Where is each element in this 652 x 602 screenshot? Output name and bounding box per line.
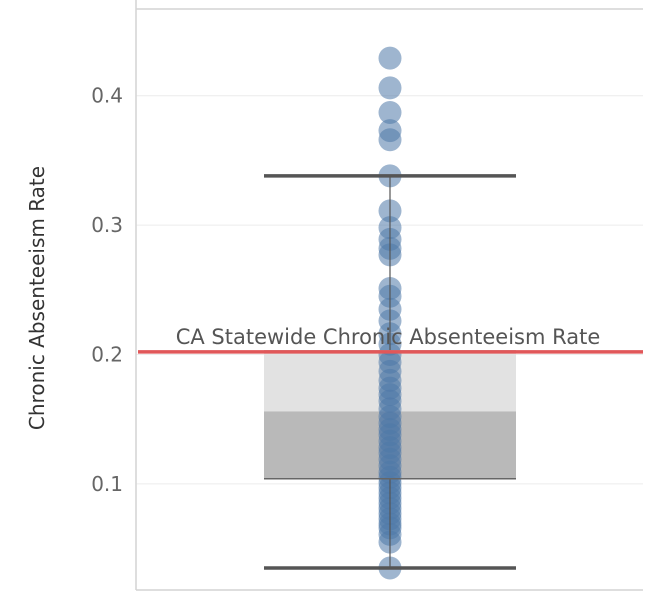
y-tick-label: 0.1 xyxy=(91,472,123,496)
y-ticks: 0.1 0.2 0.3 0.4 xyxy=(91,84,123,496)
y-axis-label: Chronic Absenteeism Rate xyxy=(25,166,49,430)
y-tick-label: 0.4 xyxy=(91,84,123,108)
data-point xyxy=(378,101,402,125)
y-tick-label: 0.3 xyxy=(91,213,123,237)
data-point xyxy=(378,128,402,152)
data-point xyxy=(378,76,402,100)
points-layer xyxy=(378,46,402,580)
y-tick-label: 0.2 xyxy=(91,342,123,366)
data-point xyxy=(378,46,402,70)
reference-layer: CA Statewide Chronic Absenteeism Rate xyxy=(138,325,643,354)
reference-line-label: CA Statewide Chronic Absenteeism Rate xyxy=(176,325,601,349)
